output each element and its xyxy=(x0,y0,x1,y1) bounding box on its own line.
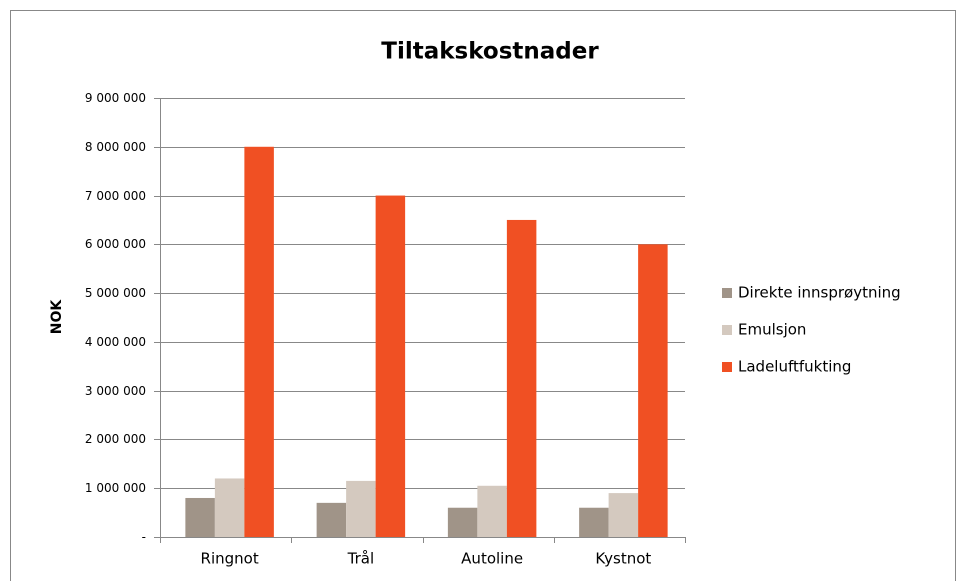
legend-swatch xyxy=(722,325,732,335)
y-tick-label: 1 000 000 xyxy=(85,481,146,495)
legend-label: Emulsjon xyxy=(738,321,806,339)
x-tick-label: Kystnot xyxy=(595,550,651,568)
y-tick-label: 3 000 000 xyxy=(85,384,146,398)
legend-swatch xyxy=(722,362,732,372)
bar xyxy=(477,485,507,537)
legend-label: Ladeluftfukting xyxy=(738,358,851,376)
y-tick-label: 7 000 000 xyxy=(85,189,146,203)
y-tick-label: - xyxy=(142,530,146,544)
y-tick-label: 4 000 000 xyxy=(85,335,146,349)
bar xyxy=(375,195,406,538)
legend-swatch xyxy=(722,288,732,298)
chart-title: Tiltakskostnader xyxy=(381,39,599,65)
bar xyxy=(346,480,376,537)
bar xyxy=(608,493,639,537)
bar xyxy=(244,146,274,537)
y-tick-label: 9 000 000 xyxy=(85,91,146,105)
bar xyxy=(579,507,609,537)
bar xyxy=(316,502,347,537)
y-tick-label: 6 000 000 xyxy=(85,237,146,251)
y-axis-label: NOK xyxy=(49,299,65,335)
bar xyxy=(638,244,668,538)
bar xyxy=(506,219,537,537)
y-tick-label: 8 000 000 xyxy=(85,140,146,154)
y-tick-label: 5 000 000 xyxy=(85,286,146,300)
legend-label: Direkte innsprøytning xyxy=(738,284,901,302)
x-tick-label: Trål xyxy=(347,550,374,568)
x-tick-label: Autoline xyxy=(461,550,523,568)
bar xyxy=(214,478,245,537)
x-tick-label: Ringnot xyxy=(201,550,259,568)
y-tick-label: 2 000 000 xyxy=(85,432,146,446)
bar xyxy=(185,497,215,537)
bar xyxy=(447,507,478,537)
